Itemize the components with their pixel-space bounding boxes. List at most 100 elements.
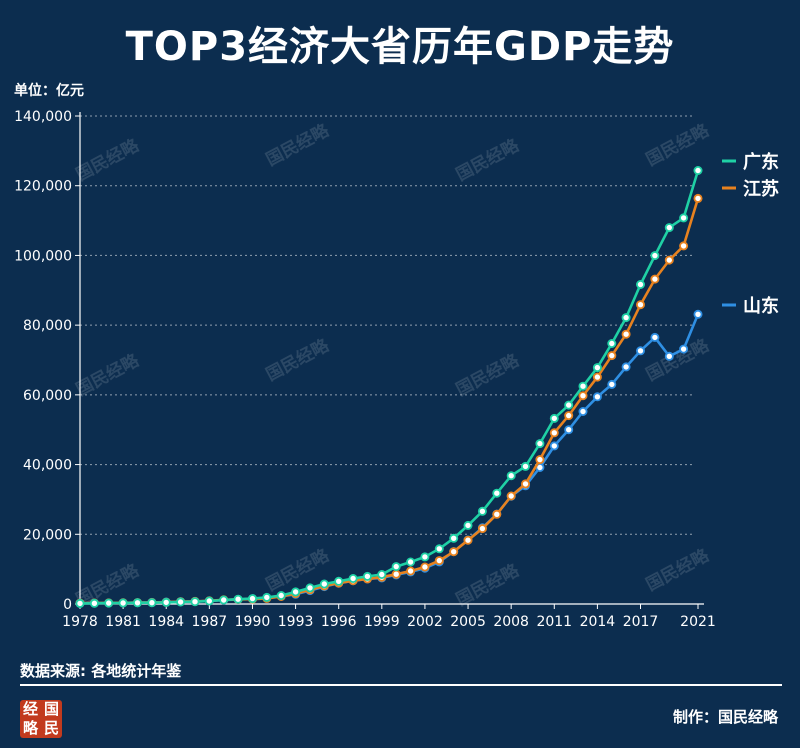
data-point [679, 241, 689, 251]
series-1 [75, 193, 703, 608]
x-tick-label: 2021 [680, 614, 716, 630]
data-point [621, 329, 631, 339]
data-point [334, 576, 344, 586]
data-point [664, 255, 674, 265]
data-point [434, 544, 444, 554]
data-point [477, 506, 487, 516]
data-point [664, 351, 674, 361]
watermark-text: 国民经略 [642, 544, 713, 595]
y-tick-label: 60,000 [23, 388, 72, 404]
data-point [492, 509, 502, 519]
watermark-text: 国民经略 [72, 134, 143, 185]
data-point [362, 571, 372, 581]
data-point [147, 598, 157, 608]
data-point [276, 591, 286, 601]
data-point [535, 439, 545, 449]
data-point [564, 411, 574, 421]
data-point [89, 598, 99, 608]
data-point [506, 471, 516, 481]
x-tick-label: 1996 [321, 614, 357, 630]
legend-label: 山东 [743, 295, 779, 317]
watermark-text: 国民经略 [452, 134, 523, 185]
x-tick-label: 1987 [192, 614, 228, 630]
data-point [650, 251, 660, 261]
data-point [564, 425, 574, 435]
logo-char: 经 [22, 700, 38, 718]
y-tick-label: 140,000 [14, 109, 72, 125]
data-point [190, 597, 200, 607]
brand-logo: 经 国 略 民 [20, 700, 62, 738]
data-point [247, 594, 257, 604]
logo-char: 民 [43, 719, 59, 737]
data-point [262, 592, 272, 602]
data-point [549, 441, 559, 451]
data-point [621, 313, 631, 323]
data-point [521, 461, 531, 471]
data-point [592, 392, 602, 402]
data-point [607, 338, 617, 348]
data-point [176, 597, 186, 607]
data-point [664, 223, 674, 233]
data-point [679, 344, 689, 354]
data-point [535, 455, 545, 465]
series-line [79, 170, 700, 605]
data-point [636, 300, 646, 310]
data-point [693, 193, 703, 203]
data-point [578, 391, 588, 401]
data-point [607, 351, 617, 361]
x-tick-label: 1981 [105, 614, 141, 630]
watermark-text: 国民经略 [262, 119, 333, 170]
data-point [693, 165, 703, 175]
x-tick-label: 1984 [148, 614, 184, 630]
data-point [305, 583, 315, 593]
x-tick-label: 2002 [407, 614, 443, 630]
x-tick-label: 2017 [623, 614, 659, 630]
watermark-text: 国民经略 [452, 349, 523, 400]
y-tick-label: 0 [63, 597, 72, 613]
series-layer [75, 165, 703, 608]
x-tick-label: 1999 [364, 614, 400, 630]
x-tick-label: 2005 [450, 614, 486, 630]
legend-label: 广东 [743, 151, 779, 173]
data-point [592, 372, 602, 382]
y-tick-label: 20,000 [23, 527, 72, 543]
series-0 [75, 165, 703, 608]
x-tick-label: 2008 [493, 614, 529, 630]
data-point [406, 557, 416, 567]
x-tick-label: 2011 [536, 614, 572, 630]
data-point [132, 598, 142, 608]
data-point [291, 587, 301, 597]
x-tick-label: 1978 [62, 614, 98, 630]
data-point [391, 569, 401, 579]
chart-title: TOP3经济大省历年GDP走势 [125, 24, 675, 70]
gridlines [80, 115, 695, 535]
axes: 0 20,000 40,000 60,000 80,000 100,000 120,000 1… [14, 109, 716, 630]
data-point [434, 556, 444, 566]
watermark-text: 国民经略 [642, 119, 713, 170]
x-tick-label: 1993 [278, 614, 314, 630]
data-point [319, 579, 329, 589]
data-point [463, 520, 473, 530]
credit-note: 制作：国民经略 [672, 708, 778, 726]
data-point [549, 428, 559, 438]
data-point [420, 552, 430, 562]
data-point [636, 346, 646, 356]
source-divider [20, 684, 782, 686]
logo-char: 国 [43, 700, 59, 718]
data-point [75, 598, 85, 608]
data-point [463, 535, 473, 545]
data-point [406, 566, 416, 576]
x-tick-label: 1990 [235, 614, 271, 630]
data-point [549, 413, 559, 423]
data-point [449, 547, 459, 557]
data-point [377, 570, 387, 580]
data-point [492, 488, 502, 498]
data-point [420, 562, 430, 572]
y-tick-label: 120,000 [14, 179, 72, 195]
data-point [679, 213, 689, 223]
data-point [578, 381, 588, 391]
data-point [607, 379, 617, 389]
x-tick-label: 2014 [580, 614, 616, 630]
data-point [564, 400, 574, 410]
data-point [449, 533, 459, 543]
